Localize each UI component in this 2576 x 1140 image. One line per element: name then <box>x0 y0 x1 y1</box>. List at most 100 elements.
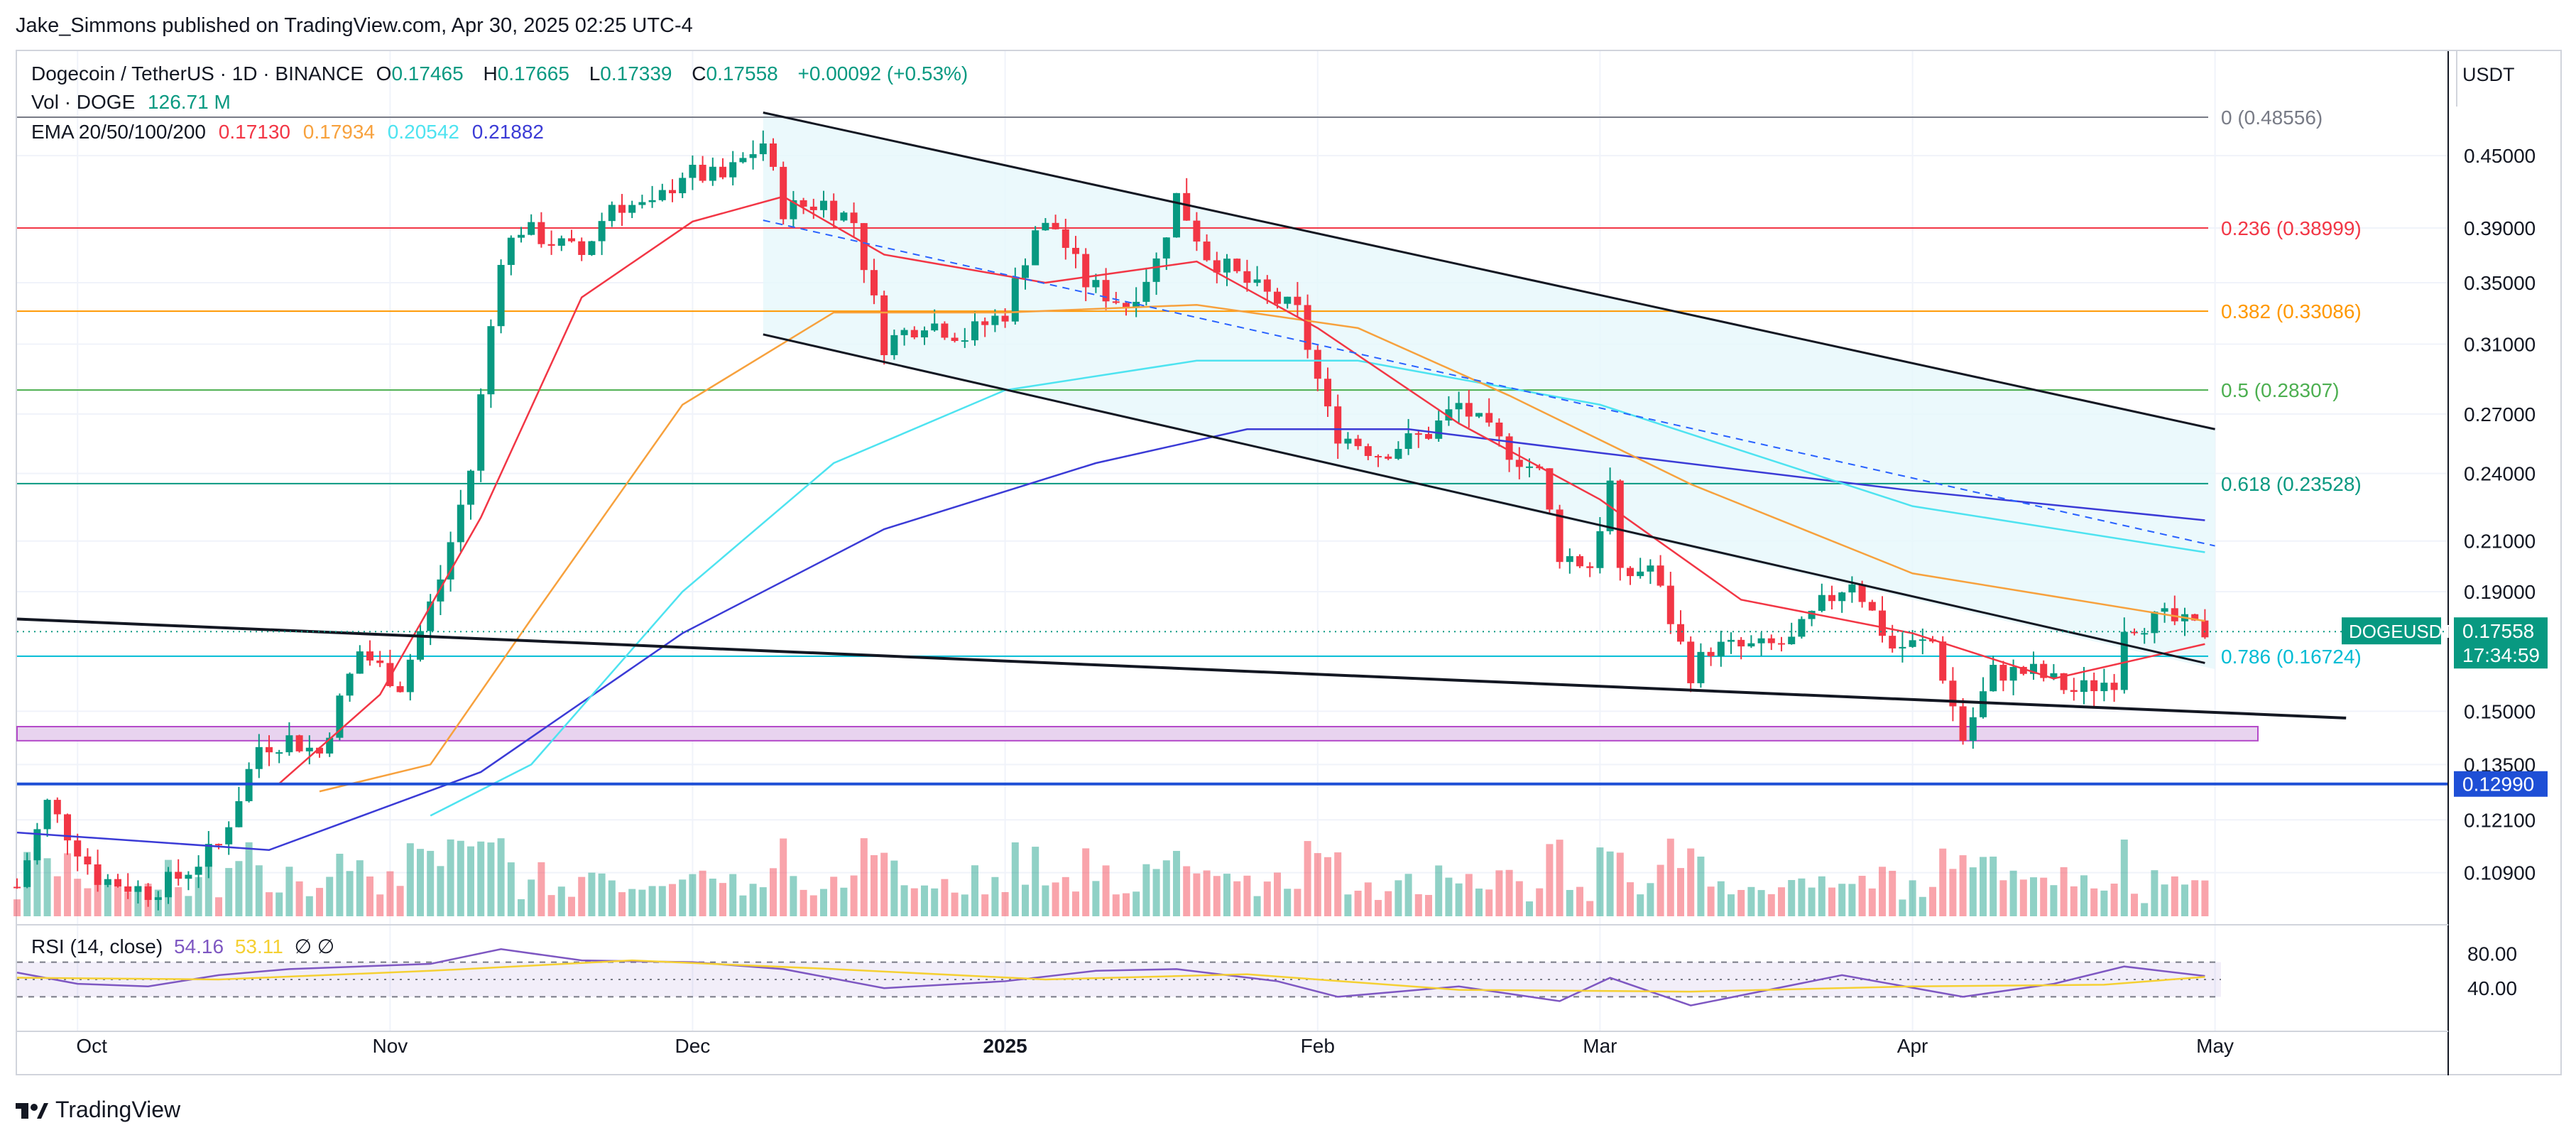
candle-body <box>1788 636 1796 645</box>
candle-body <box>1889 636 1896 648</box>
currency-label[interactable]: USDT <box>2462 64 2515 85</box>
low-label: L <box>589 63 601 85</box>
candle-body <box>2019 666 2027 674</box>
close-value: 0.17558 <box>706 63 778 85</box>
candle-body <box>74 840 82 857</box>
price-tick-label: 0.39000 <box>2464 217 2536 239</box>
volume-bar <box>1990 857 1997 916</box>
chart-frame <box>16 50 2562 1075</box>
candle-body <box>1969 717 1977 742</box>
time-tick-label: 2025 <box>983 1035 1027 1057</box>
volume-bar <box>2171 876 2178 916</box>
price-tick-label: 0.31000 <box>2464 333 2536 355</box>
candle-body <box>739 158 747 163</box>
candle-body <box>719 166 726 178</box>
candle-body <box>1445 409 1453 421</box>
volume-bar <box>1515 881 1523 916</box>
candle-body <box>669 190 676 194</box>
volume-bar <box>2110 884 2118 916</box>
candle-body <box>376 660 384 663</box>
volume-bar <box>880 852 888 916</box>
candle-body <box>1435 420 1443 439</box>
candle-body <box>1939 641 1947 681</box>
fib-label: 0.236 (0.38999) <box>2221 217 2362 239</box>
volume-bar <box>900 885 908 916</box>
candle-body <box>1949 680 1957 707</box>
candle-body <box>1243 271 1251 283</box>
symbol-name[interactable]: Dogecoin / TetherUS · 1D · BINANCE <box>31 63 364 85</box>
time-tick-label: Feb <box>1301 1035 1335 1057</box>
close-label: C <box>692 63 706 85</box>
candle-body <box>2201 620 2209 638</box>
volume-bar <box>1385 891 1392 916</box>
candle-body <box>1142 281 1150 302</box>
candle-body <box>1697 651 1705 683</box>
candle-body <box>588 241 596 255</box>
candle-body <box>1253 279 1261 283</box>
volume-bar <box>2161 884 2168 916</box>
candle-body <box>165 872 172 898</box>
candle-body <box>991 315 999 325</box>
volume-bar <box>1728 894 1735 916</box>
volume-label[interactable]: Vol · DOGE <box>31 91 136 113</box>
candle-body <box>427 601 435 631</box>
tradingview-logo[interactable]: TradingView <box>16 1097 180 1123</box>
channel-mid-line <box>763 219 2215 547</box>
volume-bar <box>871 854 878 916</box>
volume-bar <box>1546 844 1554 916</box>
candle-body <box>840 212 848 221</box>
candle-body <box>2009 666 2017 681</box>
rsi-value: 54.16 <box>173 935 224 957</box>
candle-body <box>1546 468 1554 510</box>
candle-body <box>2110 683 2118 690</box>
candle-body <box>467 470 474 505</box>
volume-bar <box>507 862 515 916</box>
volume-bar <box>2030 877 2037 916</box>
ema-label[interactable]: EMA 20/50/100/200 <box>31 121 206 143</box>
candle-body <box>2040 663 2048 678</box>
volume-bar <box>1767 894 1775 916</box>
candle-body <box>285 735 293 753</box>
volume-bar <box>1959 855 1967 916</box>
volume-bar <box>1022 884 1029 916</box>
candle-body <box>1848 584 1856 593</box>
volume-bar <box>1707 886 1715 916</box>
volume-bar <box>1687 848 1695 916</box>
candle-body <box>518 234 525 238</box>
candle-body <box>1465 403 1473 417</box>
candle-body <box>1505 436 1513 460</box>
candle-body <box>175 872 182 879</box>
volume-bar <box>628 889 636 916</box>
price-tick-label: 0.27000 <box>2464 403 2536 425</box>
volume-bar <box>2141 903 2149 916</box>
volume-bar <box>1848 884 1856 916</box>
volume-value: 126.71 M <box>148 91 231 113</box>
volume-bar <box>1505 869 1513 916</box>
rsi-label[interactable]: RSI (14, close) <box>31 935 163 957</box>
volume-bar <box>1042 885 1049 916</box>
open-value: 0.17465 <box>391 63 464 85</box>
ema200-value: 0.21882 <box>471 121 544 143</box>
volume-bar <box>1465 874 1473 916</box>
channel-fill <box>763 112 2215 670</box>
volume-bar <box>1253 896 1261 916</box>
volume-bar <box>1788 879 1796 916</box>
volume-bar <box>295 881 303 916</box>
volume-bar <box>1526 901 1533 916</box>
volume-bar <box>1969 867 1977 916</box>
candle-body <box>1294 296 1301 305</box>
candle-body <box>2161 608 2168 612</box>
tradingview-brand: TradingView <box>55 1097 181 1122</box>
candle-body <box>356 651 364 674</box>
volume-bar <box>23 852 31 916</box>
candle-body <box>1909 640 1916 647</box>
volume-bar <box>588 872 596 916</box>
volume-bar <box>1152 869 1160 916</box>
volume-bar <box>2120 840 2128 916</box>
volume-bar <box>1193 873 1201 916</box>
candle-body <box>1515 460 1523 467</box>
candle-body <box>1737 639 1745 647</box>
volume-bar <box>1213 876 1221 916</box>
candle-body <box>1858 584 1866 602</box>
